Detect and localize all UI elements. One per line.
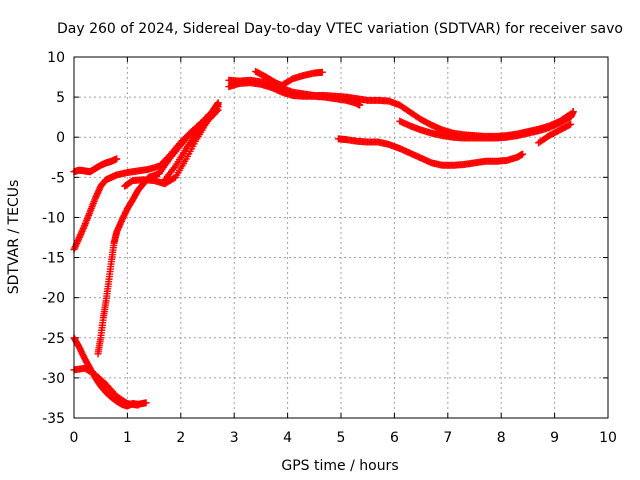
chart-title: Day 260 of 2024, Sidereal Day-to-day VTE… (57, 21, 623, 37)
data-point (213, 107, 221, 115)
y-tick-label: 0 (56, 130, 65, 146)
x-axis-label: GPS time / hours (281, 458, 398, 474)
y-tick-label: -35 (42, 411, 65, 427)
data-point (113, 155, 121, 163)
data-point (519, 150, 527, 158)
data-point (214, 106, 222, 114)
x-tick-label: 8 (497, 430, 506, 446)
x-tick-label: 5 (337, 430, 346, 446)
y-tick-label: -30 (42, 371, 65, 387)
x-tick-label: 0 (70, 430, 79, 446)
x-tick-label: 1 (123, 430, 132, 446)
x-tick-labels: 0 1 2 3 4 5 6 7 8 9 10 (70, 430, 617, 446)
x-tick-label: 7 (443, 430, 452, 446)
y-tick-label: -25 (42, 331, 65, 347)
series-arc-m (334, 135, 527, 169)
x-tick-label: 9 (550, 430, 559, 446)
data-point (567, 120, 575, 128)
y-tick-label: 10 (47, 50, 65, 66)
data-point (318, 68, 326, 76)
y-tick-label: -20 (42, 291, 65, 307)
y-tick-label: 5 (56, 90, 65, 106)
data-point (565, 121, 573, 129)
data-points (70, 67, 577, 410)
data-point (134, 401, 142, 409)
series-arc-l (396, 108, 577, 142)
series-arc-d (70, 364, 142, 409)
x-tick-label: 10 (599, 430, 617, 446)
data-point (356, 101, 364, 109)
series-arc-g (161, 106, 222, 184)
y-tick-labels: 10 5 0 -5 -10 -15 -20 -25 -30 -35 (42, 50, 65, 427)
data-point (142, 399, 150, 407)
series-arc-k (278, 68, 326, 89)
series-arc-n (535, 120, 575, 147)
x-tick-label: 6 (390, 430, 399, 446)
y-axis-label: SDTVAR / TECUs (6, 180, 22, 295)
plot-frame (73, 56, 609, 419)
data-point (569, 108, 577, 116)
series-arc-a (70, 155, 121, 176)
x-tick-label: 2 (176, 430, 185, 446)
y-tick-label: -15 (42, 251, 65, 267)
y-tick-label: -10 (42, 210, 65, 226)
x-tick-label: 4 (283, 430, 292, 446)
y-tick-label: -5 (51, 170, 65, 186)
x-tick-label: 3 (230, 430, 239, 446)
